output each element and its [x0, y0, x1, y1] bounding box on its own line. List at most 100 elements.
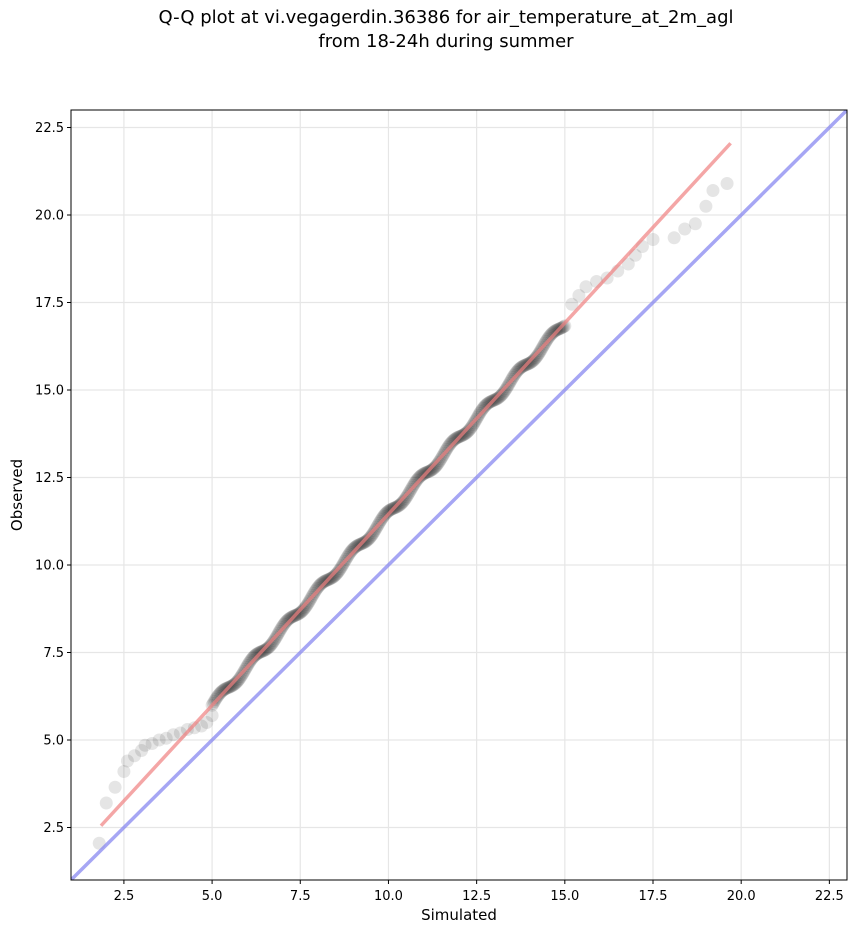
quantile-point — [261, 641, 275, 655]
quantile-point — [229, 675, 243, 689]
quantile-point — [480, 397, 494, 411]
quantile-point — [260, 641, 274, 655]
quantile-point — [514, 361, 528, 375]
quantile-point — [447, 433, 461, 447]
quantile-point — [298, 601, 312, 615]
quantile-point — [411, 472, 425, 486]
quantile-point — [344, 544, 358, 558]
quantile-point — [526, 354, 540, 368]
quantile-point — [248, 648, 262, 662]
x-axis-ticks: 2.5 5.0 7.5 10.0 12.5 15.0 17.5 20.0 22.5 — [114, 880, 844, 904]
quantile-point — [382, 504, 396, 518]
y-tick-label: 2.5 — [43, 821, 64, 836]
quantile-point — [479, 398, 493, 412]
quantile-point — [463, 422, 477, 436]
quantile-point — [349, 540, 363, 554]
quantile-point — [228, 676, 242, 690]
quantile-point — [542, 329, 556, 343]
quantile-point — [329, 568, 343, 582]
quantile-point — [138, 738, 152, 752]
quantile-point — [558, 319, 572, 333]
quantile-point — [316, 576, 330, 590]
x-axis-label: Simulated — [421, 906, 497, 924]
quantile-point — [545, 327, 559, 341]
quantile-point — [263, 639, 277, 653]
quantile-point — [279, 615, 293, 629]
quantile-point — [426, 462, 440, 476]
quantile-point — [332, 563, 346, 577]
quantile-point — [530, 349, 544, 363]
quantile-point — [475, 403, 489, 417]
quantile-point — [508, 367, 522, 381]
quantile-point — [244, 653, 258, 667]
quantile-point — [572, 289, 586, 302]
quantile-point — [365, 527, 379, 541]
quantile-point — [428, 460, 442, 474]
quantile-point — [152, 733, 166, 747]
quantile-point — [216, 683, 230, 697]
quantile-point — [464, 421, 478, 435]
y-tick-label: 7.5 — [43, 646, 64, 661]
quantile-point — [412, 471, 426, 485]
quantile-point — [527, 353, 541, 367]
chart-title-line-2: from 18-24h during summer — [318, 31, 574, 52]
quantile-point — [313, 577, 327, 591]
quantile-point — [646, 233, 660, 246]
quantile-point — [361, 533, 375, 547]
quantile-point — [394, 497, 408, 511]
quantile-point — [458, 427, 472, 441]
quantile-point — [347, 541, 361, 555]
x-tick-label: 17.5 — [639, 889, 668, 904]
quantile-point — [348, 540, 362, 554]
quantile-point — [294, 606, 308, 620]
quantile-point — [678, 222, 692, 236]
quantile-point — [108, 780, 122, 794]
quantile-point — [477, 400, 491, 414]
quantile-point — [249, 647, 263, 661]
quantile-point — [205, 709, 219, 722]
quantile-point — [166, 728, 180, 742]
identity-line — [71, 110, 847, 880]
quantile-point — [211, 689, 225, 703]
quantile-point — [478, 399, 492, 413]
quantile-point — [445, 435, 459, 449]
quantile-point — [376, 509, 390, 523]
quantile-point — [346, 543, 360, 557]
quantile-point — [264, 638, 278, 652]
y-tick-label: 22.5 — [35, 121, 64, 136]
quantile-point — [720, 177, 734, 190]
quantile-point — [233, 671, 247, 685]
x-tick-label: 15.0 — [550, 889, 579, 904]
quantile-point — [330, 566, 344, 580]
quantile-point — [187, 721, 201, 735]
quantile-point — [343, 545, 357, 559]
y-tick-label: 5.0 — [43, 734, 64, 749]
quantile-point — [493, 390, 507, 404]
quantile-point — [496, 386, 510, 400]
quantile-point — [446, 434, 460, 448]
quantile-point — [246, 650, 260, 664]
quantile-point — [310, 581, 324, 595]
quantile-point — [295, 605, 309, 619]
quantile-point — [245, 652, 259, 666]
quantile-point — [381, 505, 395, 519]
quantile-point — [213, 686, 227, 700]
quantile-point — [212, 688, 226, 702]
quantile-point — [511, 363, 525, 377]
quantile-point — [362, 532, 376, 546]
grid — [71, 110, 847, 880]
quantile-point — [565, 297, 579, 311]
plot-frame — [70, 109, 848, 881]
quantile-point — [476, 401, 490, 415]
quantile-point — [117, 765, 131, 778]
quantile-point — [363, 530, 377, 544]
x-tick-label: 2.5 — [114, 889, 135, 904]
x-tick-label: 12.5 — [462, 889, 491, 904]
quantile-point — [621, 257, 635, 271]
y-tick-label: 15.0 — [35, 384, 64, 399]
quantile-point — [442, 439, 456, 453]
quantile-point — [461, 425, 475, 439]
quantile-point — [277, 617, 291, 631]
